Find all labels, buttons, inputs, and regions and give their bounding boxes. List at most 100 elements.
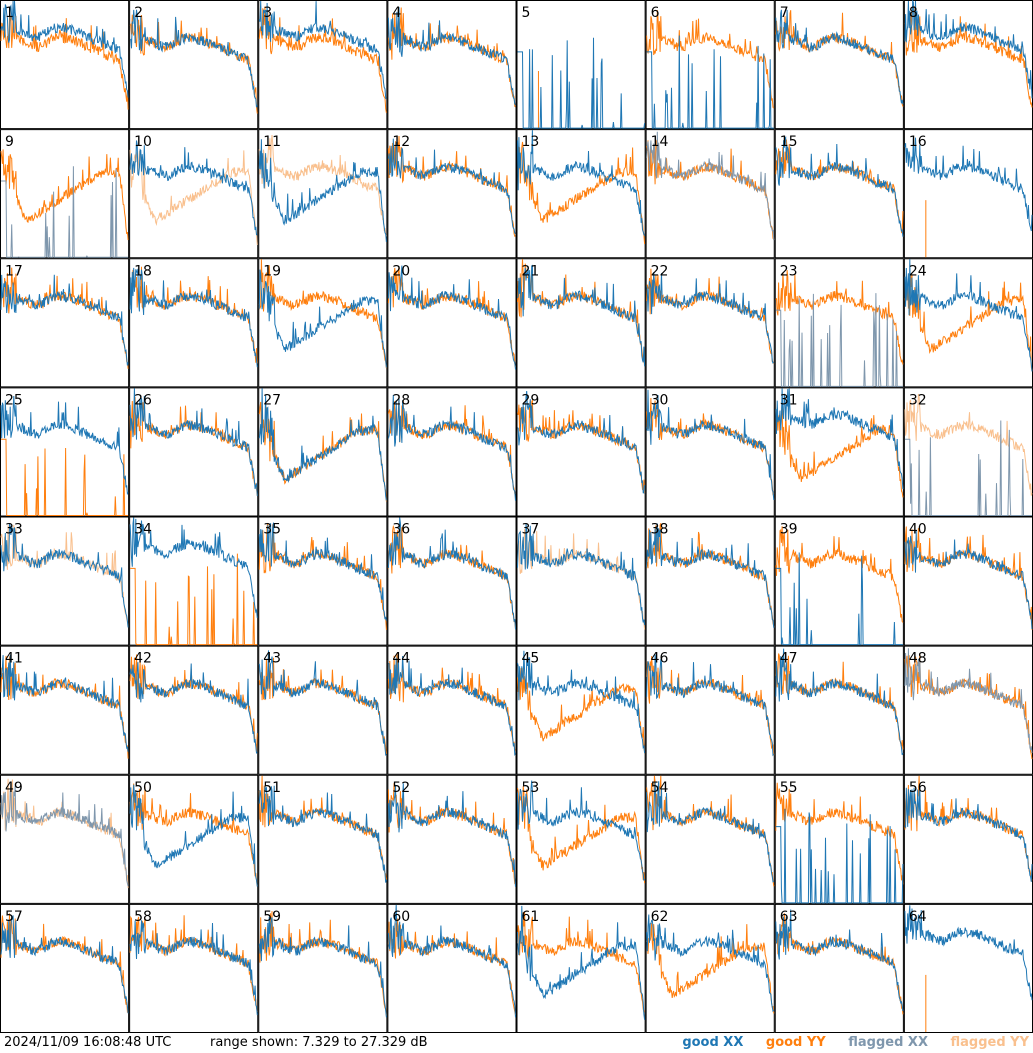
panel-frame (903, 645, 1033, 775)
footer-bar: 2024/11/09 16:08:48 UTC range shown: 7.3… (0, 1033, 1033, 1053)
panel-label: 26 (134, 392, 152, 408)
panel-label: 46 (651, 651, 669, 667)
panel-frame (0, 387, 130, 517)
panel-label: 62 (651, 909, 669, 925)
panel-frame (258, 387, 388, 517)
panel-frame (774, 645, 904, 775)
xx-trace (517, 523, 646, 626)
panel-1: 1 (0, 0, 130, 130)
panel-frame (903, 0, 1033, 130)
xx-trace (129, 388, 258, 497)
panel-label: 3 (263, 5, 272, 21)
panel-57: 57 (0, 903, 130, 1033)
legend-flagged-xx: flagged XX (848, 1035, 928, 1050)
panel-frame (258, 258, 388, 388)
xx-trace (646, 131, 775, 241)
panel-45: 45 (516, 645, 646, 775)
xx-trace (775, 808, 904, 904)
panel-27: 27 (258, 387, 388, 517)
xx-trace (387, 783, 516, 887)
panel-2: 2 (129, 0, 259, 130)
yy-trace (129, 149, 258, 246)
panel-label: 21 (522, 263, 540, 279)
yy-trace (517, 667, 646, 754)
xx-trace (517, 905, 646, 1020)
panel-label: 49 (5, 780, 23, 796)
panel-label: 57 (5, 909, 23, 925)
panel-23: 23 (774, 258, 904, 388)
panel-label: 14 (651, 134, 669, 150)
yy-trace (0, 13, 129, 110)
panel-frame (258, 0, 388, 130)
panel-frame (387, 774, 517, 904)
panel-frame (774, 0, 904, 130)
panel-25: 25 (0, 387, 130, 517)
panel-frame (129, 645, 259, 775)
yy-trace (775, 270, 904, 365)
xx-trace (646, 389, 775, 501)
panel-label: 5 (522, 5, 531, 21)
panel-frame (645, 258, 775, 388)
panel-label: 59 (263, 909, 281, 925)
panel-34: 34 (129, 516, 259, 646)
panel-frame (645, 774, 775, 904)
panel-label: 64 (909, 909, 927, 925)
legend-flagged-yy: flagged YY (950, 1035, 1030, 1050)
panel-54: 54 (645, 774, 775, 904)
xx-trace (775, 388, 904, 490)
panel-frame (258, 903, 388, 1033)
panel-label: 41 (5, 651, 23, 667)
xx-trace (904, 905, 1033, 1001)
panel-label: 13 (522, 134, 540, 150)
panel-label: 6 (651, 5, 660, 21)
panel-frame (645, 516, 775, 646)
yy-trace (258, 6, 387, 113)
panel-frame (774, 258, 904, 388)
yy-trace (129, 783, 258, 886)
panel-label: 12 (392, 134, 410, 150)
panel-64: 64 (903, 903, 1033, 1033)
panel-label: 44 (392, 651, 410, 667)
panel-label: 19 (263, 263, 281, 279)
xx-trace (904, 0, 1033, 99)
xx-trace (775, 552, 903, 646)
xx-trace (387, 904, 516, 1018)
panel-52: 52 (387, 774, 517, 904)
panel-19: 19 (258, 258, 388, 388)
xx-trace (517, 650, 646, 754)
xx-trace (0, 785, 129, 887)
xx-trace (129, 517, 258, 618)
panel-frame (0, 903, 130, 1033)
panel-31: 31 (774, 387, 904, 517)
xx-trace (258, 650, 387, 757)
panel-6: 6 (645, 0, 775, 130)
yy-trace (517, 911, 646, 1014)
yy-trace (646, 923, 775, 1014)
panel-29: 29 (516, 387, 646, 517)
panel-39: 39 (774, 516, 904, 646)
yy-trace (775, 782, 904, 885)
panel-label: 29 (522, 392, 540, 408)
panel-35: 35 (258, 516, 388, 646)
panel-label: 39 (780, 522, 798, 538)
panel-5: 5 (516, 0, 646, 130)
panel-7: 7 (774, 0, 904, 130)
panel-label: 45 (522, 651, 540, 667)
panel-label: 60 (392, 909, 410, 925)
yy-trace (775, 526, 904, 623)
panel-8: 8 (903, 0, 1033, 130)
panel-frame (645, 903, 775, 1033)
panel-28: 28 (387, 387, 517, 517)
panel-frame (774, 903, 904, 1033)
yy-trace (517, 141, 646, 245)
panel-frame (387, 516, 517, 646)
panel-label: 56 (909, 780, 927, 796)
panel-label: 20 (392, 263, 410, 279)
panel-63: 63 (774, 903, 904, 1033)
panel-frame (129, 903, 259, 1033)
xx-trace (258, 269, 387, 368)
panel-41: 41 (0, 645, 130, 775)
panel-label: 40 (909, 522, 927, 538)
panel-61: 61 (516, 903, 646, 1033)
xx-trace (0, 915, 129, 1014)
